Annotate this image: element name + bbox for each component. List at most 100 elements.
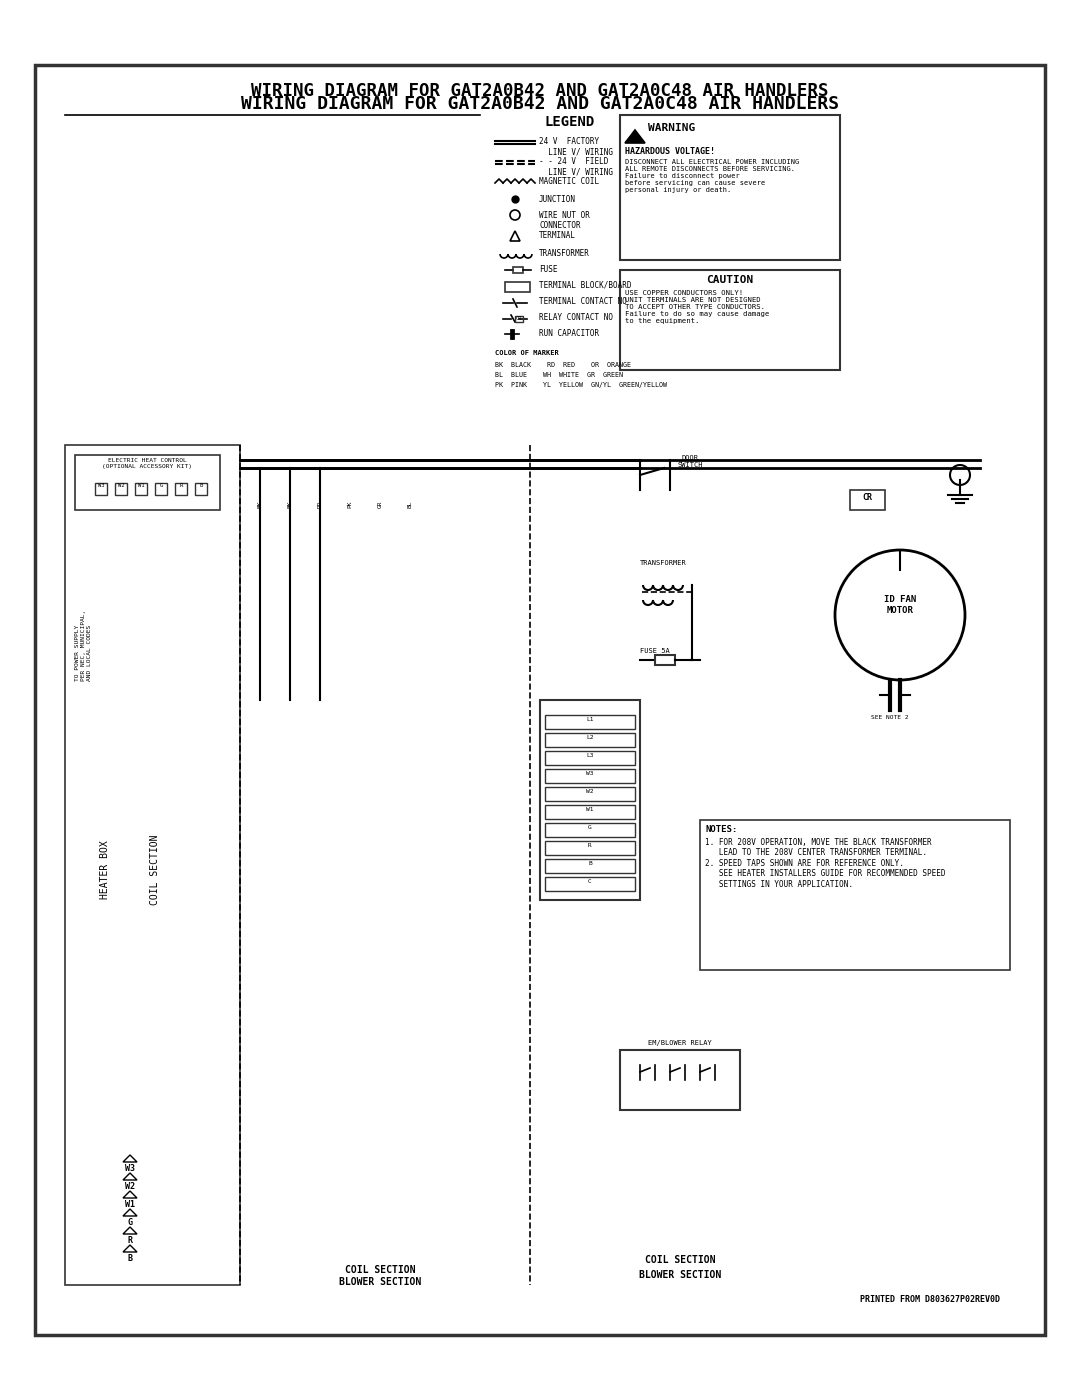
Text: FUSE: FUSE [539,265,557,274]
Text: CR: CR [862,493,872,502]
Text: NOTES:: NOTES: [705,826,738,834]
Text: BLOWER SECTION: BLOWER SECTION [339,1277,421,1287]
Text: GR: GR [378,500,382,507]
Bar [545,823,635,837]
Text: TERMINAL BLOCK/BOARD: TERMINAL BLOCK/BOARD [539,281,632,291]
Text: WIRING DIAGRAM FOR GAT2A0B42 AND GAT2A0C48 AIR HANDLERS: WIRING DIAGRAM FOR GAT2A0B42 AND GAT2A0C… [241,95,839,113]
Bar [75,455,220,510]
Text: - - 24 V  FIELD
  LINE V/ WIRING: - - 24 V FIELD LINE V/ WIRING [539,156,613,176]
Text: W3: W3 [98,483,105,488]
Text: JUNCTION: JUNCTION [539,196,576,204]
Text: TERMINAL: TERMINAL [539,231,576,240]
Text: B: B [589,861,592,866]
Bar [515,316,523,321]
Bar [545,715,635,729]
Text: R: R [127,1236,133,1245]
Text: SEE NOTE 2: SEE NOTE 2 [872,715,908,719]
Text: HEATER BOX: HEATER BOX [100,841,110,900]
Text: COIL SECTION: COIL SECTION [345,1266,415,1275]
Text: W2: W2 [586,789,594,793]
Bar [620,270,840,370]
Text: G: G [127,1218,133,1227]
Bar [654,655,675,665]
Bar [850,490,885,510]
Text: RELAY CONTACT NO: RELAY CONTACT NO [539,313,613,321]
Text: W2: W2 [118,483,124,488]
Polygon shape [625,130,645,142]
Bar [620,1051,740,1111]
Text: BLOWER SECTION: BLOWER SECTION [639,1270,721,1280]
Text: COLOR OF MARKER: COLOR OF MARKER [495,351,558,356]
Bar [545,752,635,766]
Text: WIRE NUT OR
CONNECTOR: WIRE NUT OR CONNECTOR [539,211,590,231]
Text: BK  BLACK    RD  RED    OR  ORANGE: BK BLACK RD RED OR ORANGE [495,362,631,367]
Text: CAUTION: CAUTION [706,275,754,285]
Bar [620,115,840,260]
Text: BK: BK [257,500,262,507]
Text: WARNING: WARNING [648,123,696,133]
Bar [513,267,523,272]
Text: W3: W3 [586,771,594,775]
Text: PK: PK [348,500,352,507]
Text: 1. FOR 208V OPERATION, MOVE THE BLACK TRANSFORMER
   LEAD TO THE 208V CENTER TRA: 1. FOR 208V OPERATION, MOVE THE BLACK TR… [705,838,945,888]
Text: USE COPPER CONDUCTORS ONLY!
UNIT TERMINALS ARE NOT DESIGNED
TO ACCEPT OTHER TYPE: USE COPPER CONDUCTORS ONLY! UNIT TERMINA… [625,291,769,324]
Bar [65,446,240,1285]
Bar [135,483,147,495]
Text: B: B [127,1255,133,1263]
Text: B: B [200,483,203,488]
Text: TRANSFORMER: TRANSFORMER [539,249,590,258]
Text: BL: BL [407,500,413,507]
Bar [175,483,187,495]
Bar [505,282,530,292]
Text: TERMINAL CONTACT NO: TERMINAL CONTACT NO [539,298,626,306]
Text: R: R [179,483,183,488]
Text: G: G [589,826,592,830]
Text: RD: RD [318,500,323,507]
Text: R: R [589,842,592,848]
Text: DOOR
SWITCH: DOOR SWITCH [677,455,703,468]
Text: PRINTED FROM D803627P02REV0D: PRINTED FROM D803627P02REV0D [860,1295,1000,1303]
Text: G: G [160,483,163,488]
Text: WIRING DIAGRAM FOR GAT2A0B42 AND GAT2A0C48 AIR HANDLERS: WIRING DIAGRAM FOR GAT2A0B42 AND GAT2A0C… [252,82,828,101]
Text: W1: W1 [138,483,145,488]
Bar [114,483,127,495]
Text: RUN CAPACITOR: RUN CAPACITOR [539,330,599,338]
Bar [545,787,635,800]
Bar [700,820,1010,970]
Text: COIL SECTION: COIL SECTION [150,835,160,905]
Bar [545,841,635,855]
Text: W2: W2 [125,1182,135,1192]
Bar [545,805,635,819]
Text: PK  PINK    YL  YELLOW  GN/YL  GREEN/YELLOW: PK PINK YL YELLOW GN/YL GREEN/YELLOW [495,381,667,388]
Bar [540,700,640,900]
Text: CR: CR [516,316,523,321]
Bar [195,483,207,495]
Text: 24 V  FACTORY
  LINE V/ WIRING: 24 V FACTORY LINE V/ WIRING [539,137,613,156]
Text: W3: W3 [125,1164,135,1173]
Text: L3: L3 [586,753,594,759]
Bar [545,768,635,782]
Text: FUSE 5A: FUSE 5A [640,648,670,654]
Text: W1: W1 [586,807,594,812]
Bar [545,733,635,747]
Bar [156,483,167,495]
Text: DISCONNECT ALL ELECTRICAL POWER INCLUDING
ALL REMOTE DISCONNECTS BEFORE SERVICIN: DISCONNECT ALL ELECTRICAL POWER INCLUDIN… [625,159,799,193]
Text: ID FAN
MOTOR: ID FAN MOTOR [883,595,916,615]
Text: L1: L1 [586,717,594,722]
Text: ELECTRIC HEAT CONTROL
(OPTIONAL ACCESSORY KIT): ELECTRIC HEAT CONTROL (OPTIONAL ACCESSOR… [102,458,192,469]
Text: TRANSFORMER: TRANSFORMER [640,560,687,566]
Text: L2: L2 [586,735,594,740]
Text: BK: BK [287,500,293,507]
Text: W1: W1 [125,1200,135,1208]
Bar [545,877,635,891]
Text: MAGNETIC COIL: MAGNETIC COIL [539,177,599,186]
Text: COIL SECTION: COIL SECTION [645,1255,715,1266]
Text: C: C [589,879,592,884]
Text: LEGEND: LEGEND [545,115,595,129]
Bar [545,859,635,873]
Bar [95,483,107,495]
Text: BL  BLUE    WH  WHITE  GR  GREEN: BL BLUE WH WHITE GR GREEN [495,372,623,379]
Text: EM/BLOWER RELAY: EM/BLOWER RELAY [648,1039,712,1046]
Text: HAZARDOUS VOLTAGE!: HAZARDOUS VOLTAGE! [625,147,715,156]
Text: TO POWER SUPPLY
PER NEC, MUNICIPAL,
AND LOCAL CODES: TO POWER SUPPLY PER NEC, MUNICIPAL, AND … [75,610,92,682]
